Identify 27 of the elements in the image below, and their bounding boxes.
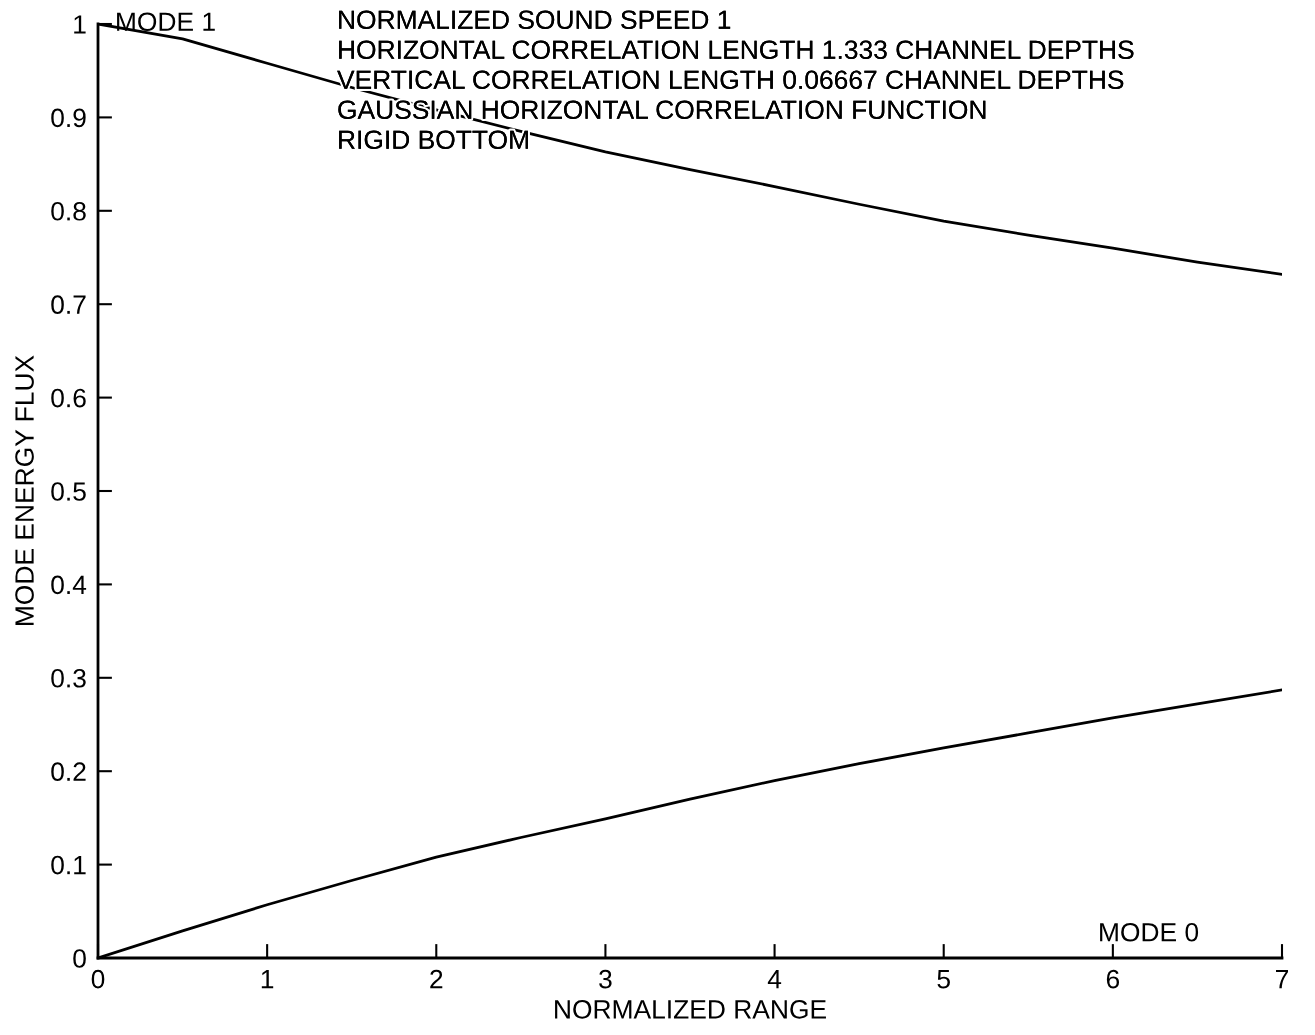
y-tick-label: 0.4	[51, 575, 87, 595]
x-tick-label: 4	[767, 970, 782, 989]
y-tick-label: 0.9	[51, 108, 86, 128]
y-axis-title: MODE ENERGY FLUX	[15, 355, 34, 625]
y-tick-label: 0	[73, 949, 86, 968]
x-tick-label: 1	[261, 970, 274, 989]
x-tick-label: 5	[937, 970, 950, 989]
x-tick-label: 7	[1276, 970, 1289, 989]
x-axis-title: NORMALIZED RANGE	[555, 999, 826, 1019]
y-tick-label: 0.7	[51, 295, 86, 315]
annotation: VERTICAL CORRELATION LENGTH 0.06667 CHANNEL DEPTHS	[337, 70, 1124, 90]
annotation: NORMALIZED SOUND SPEED 1	[339, 10, 731, 30]
y-tick-label: 1	[74, 15, 86, 34]
annotation: HORIZONTAL CORRELATION LENGTH 1.333 CHANNEL DEPTHS	[339, 40, 1134, 60]
y-tick-label: 0.6	[51, 388, 86, 408]
y-tick-label: 0.3	[51, 668, 86, 688]
y-tick-label: 0.8	[51, 201, 86, 221]
annotation: RIGID BOTTOM	[339, 130, 528, 150]
annotation: MODE 0	[1100, 922, 1199, 942]
x-tick-label: 3	[599, 969, 612, 989]
y-tick-label: 0.2	[51, 762, 86, 782]
y-tick-label: 0.1	[51, 855, 86, 875]
x-tick-label: 2	[430, 969, 443, 989]
x-tick-label: 0	[91, 969, 105, 989]
y-tick-label: 0.5	[51, 482, 86, 501]
annotation: MODE 1	[117, 12, 215, 32]
x-tick-label: 6	[1106, 969, 1120, 989]
